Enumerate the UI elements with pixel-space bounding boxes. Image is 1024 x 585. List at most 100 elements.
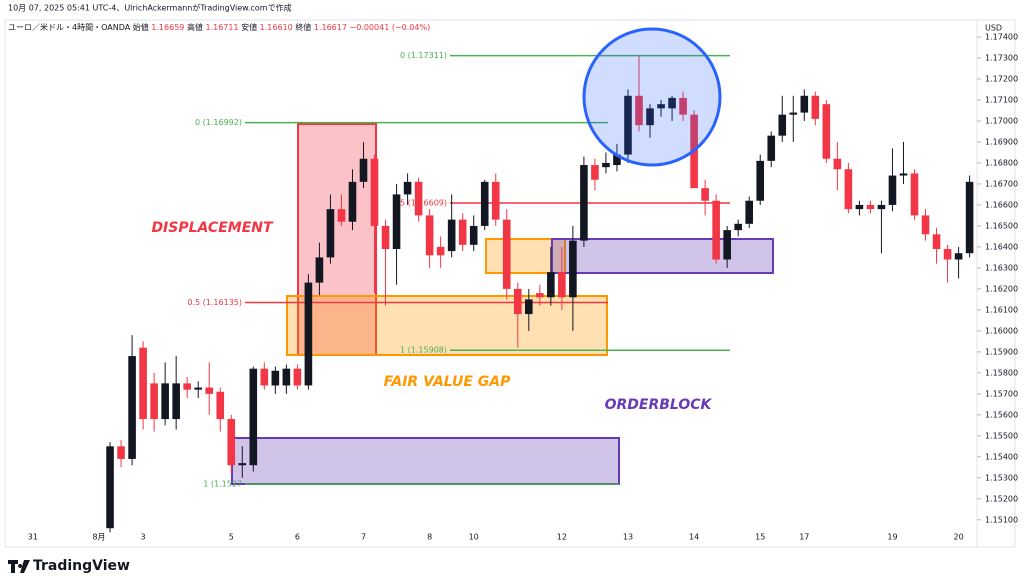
level-label: 0 (1.17311)	[400, 51, 447, 60]
candle-body	[315, 257, 324, 283]
candle-body	[480, 181, 489, 226]
candle-body	[370, 158, 379, 226]
candle-body	[921, 215, 930, 235]
candle-body	[117, 446, 125, 459]
y-tick-label: 1.16300	[985, 263, 1018, 272]
ohlc-legend: ユーロ／米ドル・4時間・OANDA 始値 1.16659 高値 1.16711 …	[8, 22, 430, 32]
candle-body	[778, 114, 787, 136]
x-tick-label: 13	[623, 533, 633, 542]
candle-body	[106, 446, 114, 529]
candle-body	[282, 368, 291, 386]
candle-body	[657, 104, 665, 109]
y-tick-label: 1.17000	[985, 116, 1018, 125]
candle-body	[580, 165, 588, 241]
y-tick-label: 1.15800	[985, 368, 1018, 377]
y-tick-label: 1.16200	[985, 284, 1018, 293]
candle-body	[910, 173, 919, 216]
candle-body	[767, 135, 776, 161]
candle-body	[668, 97, 676, 109]
y-tick-label: 1.17200	[985, 74, 1018, 83]
candle-body	[238, 463, 247, 466]
y-tick-label: 1.16600	[985, 200, 1018, 209]
highlight-circle	[582, 27, 722, 167]
x-tick-label: 31	[28, 533, 38, 542]
level-label: 0 (1.16992)	[195, 118, 242, 127]
candle-body	[679, 97, 687, 115]
annotation: DISPLACEMENT	[151, 220, 274, 236]
y-tick-label: 1.16900	[985, 137, 1018, 146]
y-tick-label: 1.17300	[985, 53, 1018, 62]
y-tick-label: 1.16400	[985, 242, 1018, 251]
x-tick-label: 5	[229, 533, 234, 542]
ohlc-label: 安値	[241, 22, 257, 32]
x-tick-label: 17	[799, 533, 809, 542]
candle-body	[128, 356, 136, 459]
candle-body	[194, 387, 202, 390]
y-tick-label: 1.15400	[985, 452, 1018, 461]
level-label: 0.5 (1.16135)	[187, 298, 242, 307]
candle-body	[161, 383, 169, 420]
candle-body	[635, 95, 643, 126]
candle-body	[260, 368, 269, 386]
candle-body	[712, 200, 720, 260]
x-tick-label: 20	[953, 533, 963, 542]
candle-body	[558, 272, 566, 298]
candle-body	[855, 204, 864, 210]
currency-label: USD	[985, 24, 1002, 33]
candle-body	[525, 299, 533, 315]
candle-body	[469, 225, 478, 245]
candle-body	[139, 347, 147, 420]
candle-body	[536, 293, 544, 298]
ohlc-label: 高値	[187, 22, 203, 32]
x-tick-label: 14	[689, 533, 699, 542]
candle-body	[150, 383, 158, 420]
candle-body	[304, 282, 313, 386]
candle-body	[745, 200, 753, 224]
candle-body	[756, 160, 765, 201]
candle-body	[888, 175, 897, 205]
candle-body	[414, 181, 423, 216]
candle-body	[491, 181, 500, 220]
zone	[231, 437, 620, 485]
change: −0.00041 (−0.04%)	[350, 23, 431, 32]
symbol: ユーロ／米ドル・4時間・OANDA	[8, 22, 131, 32]
candle-body	[227, 419, 236, 466]
ohlc-value: 1.16610	[260, 23, 293, 32]
x-tick-label: 8	[427, 533, 432, 542]
candle-body	[811, 95, 820, 119]
candle-body	[425, 215, 434, 256]
candle-body	[381, 225, 390, 250]
candle-body	[954, 253, 963, 260]
ohlc-value: 1.16617	[314, 23, 347, 32]
candle-body	[359, 158, 368, 182]
candle-body	[205, 387, 214, 394]
x-tick-label: 8月	[92, 533, 105, 542]
candle-body	[602, 162, 610, 168]
x-tick-label: 10	[469, 533, 479, 542]
candle-body	[734, 223, 742, 231]
candle-body	[844, 169, 853, 210]
x-tick-label: 3	[141, 533, 146, 542]
y-tick-label: 1.16500	[985, 221, 1018, 230]
x-tick-label: 15	[755, 533, 765, 542]
candle-body	[591, 165, 599, 180]
candle-body	[569, 240, 577, 298]
y-tick-label: 1.16700	[985, 179, 1018, 188]
chart-frame	[4, 19, 1016, 548]
candle-body	[822, 104, 831, 159]
y-tick-label: 1.15700	[985, 389, 1018, 398]
level-label: 1 (1.1527	[203, 480, 242, 489]
x-tick-label: 6	[295, 533, 300, 542]
level-label: 1 (1.15908)	[400, 346, 447, 355]
ohlc-value: 1.16711	[205, 23, 238, 32]
candle-body	[172, 383, 180, 420]
x-tick-label: 7	[361, 533, 366, 542]
ohlc-label: 始値	[133, 22, 149, 32]
y-tick-label: 1.15600	[985, 410, 1018, 419]
candle-body	[613, 154, 621, 166]
candle-body	[458, 219, 467, 245]
candle-body	[326, 209, 335, 258]
y-tick-label: 1.16100	[985, 305, 1018, 314]
y-tick-label: 1.17400	[985, 33, 1018, 42]
candle-body	[800, 95, 809, 113]
